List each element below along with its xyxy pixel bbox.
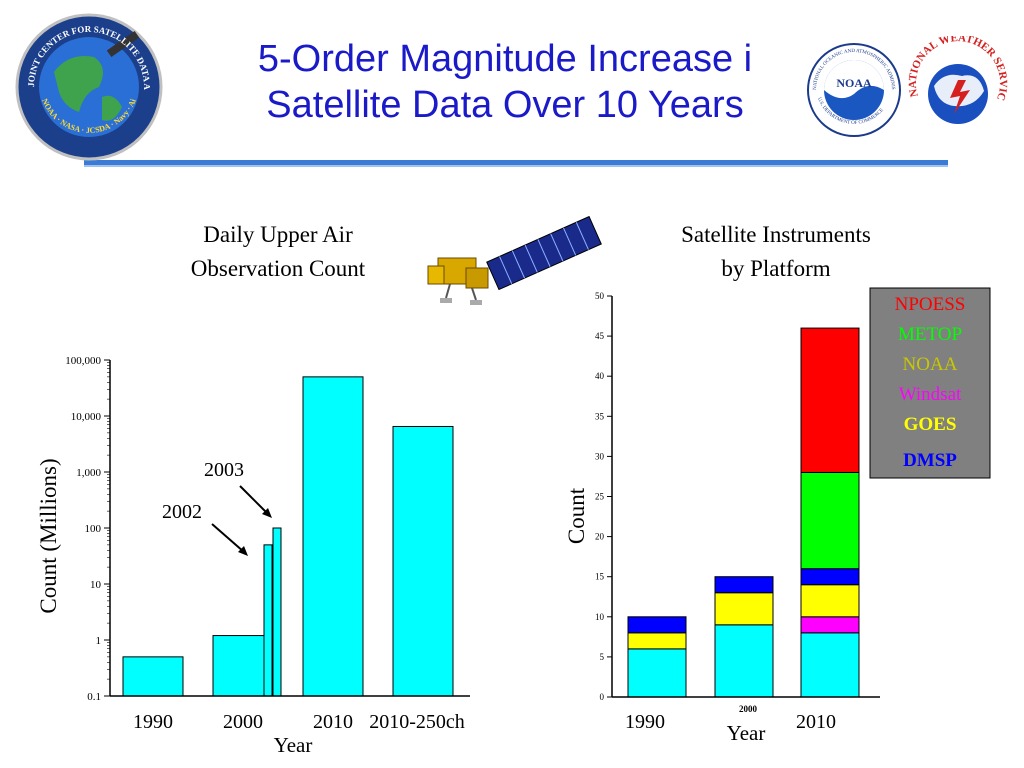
x-tick-label-2000: 2000 bbox=[739, 704, 758, 714]
x-tick-label-2000: 2000 bbox=[223, 711, 263, 733]
instruments-axes: 0 5 10 15 20 25 30 35 40 45 50 1990 2000 2010 bbox=[595, 291, 880, 733]
y-tick-label-0: 0 bbox=[600, 692, 605, 702]
bar-2002 bbox=[263, 544, 273, 697]
y-tick-label-0.1: 0.1 bbox=[87, 691, 101, 703]
stack-2010-Windsat bbox=[800, 616, 860, 634]
y-tick-label-45: 45 bbox=[595, 331, 605, 341]
upper-air-xlabel: Year bbox=[274, 733, 313, 757]
y-tick-label-5: 5 bbox=[600, 652, 605, 662]
y-tick-label-10,000: 10,000 bbox=[71, 411, 102, 423]
legend-item-GOES: GOES bbox=[904, 414, 957, 435]
instruments-title-line-1: Satellite Instruments bbox=[681, 222, 871, 247]
instruments-ylabel: Count bbox=[564, 487, 589, 544]
nws-logo: NATIONAL WEATHER SERVICE bbox=[904, 36, 1009, 140]
y-tick-label-15: 15 bbox=[595, 572, 605, 582]
y-tick-label-10: 10 bbox=[595, 612, 605, 622]
y-tick-label-35: 35 bbox=[595, 411, 605, 421]
instruments-legend: NPOESS METOP NOAA Windsat GOES DMSP bbox=[869, 287, 991, 479]
stack-2010-DMSP bbox=[800, 568, 860, 586]
jcsda-logo: JOINT CENTER FOR SATELLITE DATA ASSIMILA… bbox=[14, 12, 163, 161]
legend-item-DMSP: DMSP bbox=[903, 450, 957, 471]
bar-2010 bbox=[302, 376, 364, 697]
stack-2010-METOP bbox=[800, 471, 860, 570]
y-tick-label-40: 40 bbox=[595, 371, 605, 381]
bar-1990 bbox=[122, 656, 184, 697]
stack-2000-GOES bbox=[714, 592, 774, 626]
x-tick-label-2010-250ch: 2010-250ch bbox=[369, 711, 465, 733]
y-tick-label-100: 100 bbox=[85, 523, 102, 535]
stack-1990-base bbox=[627, 648, 687, 698]
x-tick-label-1990: 1990 bbox=[133, 711, 173, 733]
instruments-bars bbox=[627, 327, 860, 698]
y-tick-label-30: 30 bbox=[595, 451, 605, 461]
y-tick-label-100,000: 100,000 bbox=[65, 355, 101, 367]
stack-2000-DMSP bbox=[714, 576, 774, 594]
legend-item-NOAA: NOAA bbox=[903, 354, 958, 375]
legend-item-Windsat: Windsat bbox=[899, 384, 962, 405]
y-tick-label-1: 1 bbox=[96, 635, 102, 647]
upper-air-title-line-1: Daily Upper Air bbox=[203, 222, 353, 247]
stack-2000-base bbox=[714, 624, 774, 698]
legend-item-METOP: METOP bbox=[898, 324, 962, 345]
upper-air-chart: Daily Upper Air Observation Count 0.1 1 10… bbox=[36, 222, 470, 757]
slide-title: 5-Order Magnitude Increase i Satellite D… bbox=[180, 36, 830, 128]
bar-2010-250ch bbox=[392, 425, 454, 697]
y-tick-label-50: 50 bbox=[595, 291, 605, 301]
slide-title-line-1: 5-Order Magnitude Increase i bbox=[257, 38, 753, 80]
y-tick-label-1,000: 1,000 bbox=[76, 467, 101, 479]
y-tick-label-10: 10 bbox=[90, 579, 102, 591]
stack-1990-DMSP bbox=[627, 616, 687, 634]
upper-air-axes: 0.1 1 10 100 1,000 10,000 100,000 1990 2000 2010 2… bbox=[65, 355, 470, 733]
satellite-illustration bbox=[427, 215, 602, 305]
y-tick-label-20: 20 bbox=[595, 532, 605, 542]
legend-item-NPOESS: NPOESS bbox=[895, 294, 966, 315]
title-divider bbox=[84, 160, 948, 167]
x-tick-label-1990: 1990 bbox=[625, 711, 665, 733]
stack-2010-NPOESS bbox=[800, 327, 860, 473]
stack-2010-base bbox=[800, 632, 860, 698]
stack-1990-GOES bbox=[627, 632, 687, 650]
bar-2000 bbox=[212, 635, 274, 697]
noaa-logo: NOAA NATIONAL OCEANIC AND ATMOSPHERIC AD… bbox=[806, 42, 901, 137]
annotation-2002: 2002 bbox=[162, 501, 202, 523]
noaa-center-text: NOAA bbox=[836, 76, 872, 90]
y-tick-label-25: 25 bbox=[595, 492, 605, 502]
instruments-title-line-2: by Platform bbox=[721, 256, 830, 281]
upper-air-title-line-2: Observation Count bbox=[191, 256, 366, 281]
legend-box bbox=[869, 287, 991, 479]
upper-air-ylabel: Count (Millions) bbox=[36, 458, 61, 613]
annotation-arrows bbox=[211, 485, 272, 556]
stack-2010-GOES bbox=[800, 584, 860, 618]
slide-title-line-2: Satellite Data Over 10 Years bbox=[266, 84, 744, 126]
instruments-chart: Satellite Instruments by Platform 0 5 10 15… bbox=[564, 222, 991, 745]
annotation-2003: 2003 bbox=[204, 459, 244, 481]
x-tick-label-2010: 2010 bbox=[796, 711, 836, 733]
x-tick-label-2010: 2010 bbox=[313, 711, 353, 733]
bar-2003 bbox=[272, 527, 282, 697]
instruments-xlabel: Year bbox=[727, 721, 766, 745]
upper-air-bars bbox=[122, 376, 454, 697]
